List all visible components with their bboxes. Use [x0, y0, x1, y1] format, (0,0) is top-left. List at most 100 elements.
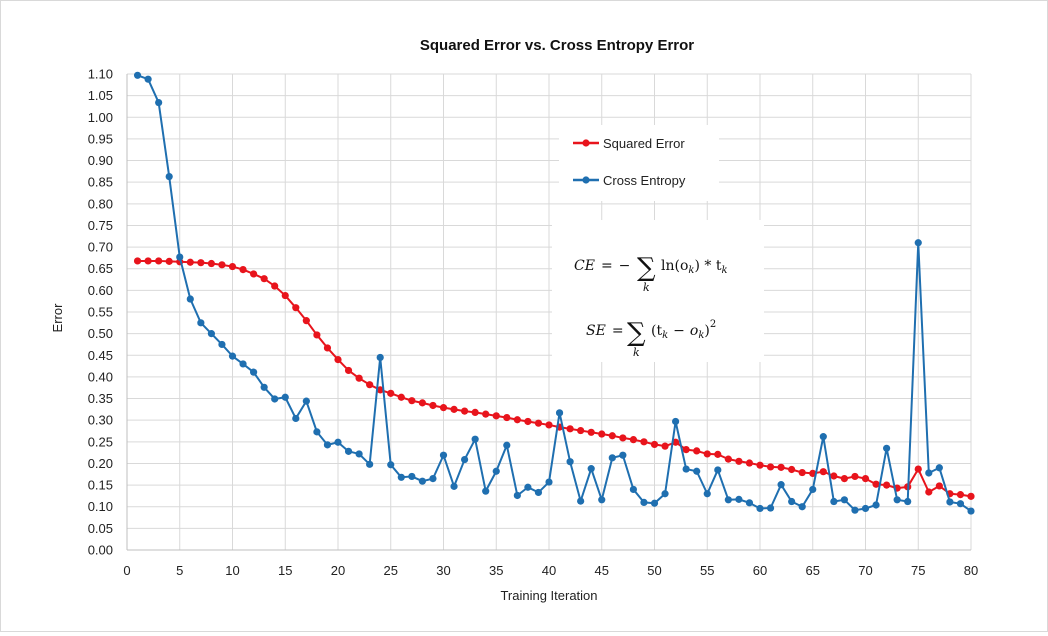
data-point-cross-entropy: [429, 475, 437, 483]
data-point-squared-error: [292, 304, 300, 312]
x-tick-label: 5: [176, 563, 183, 578]
data-point-cross-entropy: [239, 360, 247, 368]
legend-item-squared-error: Squared Error: [573, 136, 685, 151]
y-tick-label: 0.30: [88, 413, 113, 428]
data-point-cross-entropy: [672, 417, 680, 426]
x-tick-label: 10: [225, 563, 239, 578]
data-point-squared-error: [872, 480, 880, 488]
svg-text:SE=: SE =: [586, 323, 624, 339]
data-point-squared-error: [344, 366, 353, 375]
y-tick-label: 0.85: [88, 175, 113, 190]
data-point-squared-error: [271, 282, 279, 290]
data-point-squared-error: [165, 257, 173, 265]
data-point-cross-entropy: [271, 395, 279, 403]
data-point-squared-error: [155, 257, 163, 265]
data-point-cross-entropy: [577, 497, 585, 505]
y-tick-label: 1.00: [88, 110, 113, 125]
x-tick-label: 45: [595, 563, 609, 578]
x-tick-labels: 0 5 10 15 20 25 30 35 40 45 50 55 60 65 70 75 80: [123, 563, 978, 578]
data-point-squared-error: [650, 440, 659, 449]
data-point-squared-error: [387, 389, 395, 397]
data-point-squared-error: [313, 331, 321, 339]
data-point-squared-error: [756, 461, 764, 469]
data-point-cross-entropy: [186, 295, 194, 303]
x-tick-label: 50: [647, 563, 661, 578]
y-tick-label: 0.40: [88, 369, 113, 384]
data-point-cross-entropy: [925, 469, 933, 477]
data-point-squared-error: [851, 472, 859, 481]
data-point-cross-entropy: [682, 465, 690, 473]
data-point-cross-entropy: [830, 497, 838, 506]
data-point-cross-entropy: [650, 499, 659, 507]
data-point-cross-entropy: [724, 496, 732, 504]
y-tick-label: 0.60: [88, 283, 113, 298]
y-tick-label: 0.50: [88, 326, 113, 341]
data-point-cross-entropy: [756, 504, 764, 513]
x-tick-label: 0: [123, 563, 130, 578]
data-point-squared-error: [207, 259, 215, 268]
y-tick-label: 0.05: [88, 521, 113, 536]
legend-item-cross-entropy: Cross Entropy: [573, 173, 686, 188]
x-tick-label: 25: [384, 563, 398, 578]
data-point-squared-error: [766, 463, 775, 471]
data-point-squared-error: [577, 426, 585, 435]
y-axis-title: Error: [50, 303, 65, 333]
data-point-squared-error: [798, 468, 806, 477]
x-tick-label: 55: [700, 563, 714, 578]
data-point-cross-entropy: [745, 499, 754, 507]
data-point-cross-entropy: [207, 330, 215, 338]
data-point-squared-error: [935, 482, 943, 490]
y-tick-label: 0.15: [88, 478, 113, 493]
data-point-squared-error: [693, 447, 701, 455]
y-tick-label: 1.10: [88, 67, 113, 82]
x-tick-label: 15: [278, 563, 292, 578]
se-formula: SE = ∑ k (tk − ok)2: [586, 318, 716, 359]
data-point-cross-entropy: [524, 483, 532, 491]
data-point-cross-entropy: [693, 467, 701, 475]
x-tick-label: 40: [542, 563, 556, 578]
data-point-cross-entropy: [471, 435, 479, 443]
x-tick-label: 65: [806, 563, 820, 578]
data-point-cross-entropy: [935, 464, 943, 472]
data-point-squared-error: [239, 265, 247, 274]
data-point-squared-error: [197, 259, 205, 267]
data-point-cross-entropy: [355, 450, 363, 458]
data-point-cross-entropy: [439, 451, 448, 459]
data-point-cross-entropy: [323, 441, 332, 449]
y-tick-label: 1.05: [88, 88, 113, 103]
data-point-cross-entropy: [967, 507, 975, 515]
data-point-cross-entropy: [397, 473, 405, 481]
data-point-cross-entropy: [133, 71, 142, 79]
y-tick-label: 0.45: [88, 348, 113, 363]
data-point-squared-error: [883, 481, 891, 489]
x-tick-label: 75: [911, 563, 925, 578]
data-point-cross-entropy: [851, 506, 859, 514]
data-point-squared-error: [545, 421, 553, 429]
data-point-cross-entropy: [482, 487, 490, 495]
data-point-squared-error: [703, 450, 711, 458]
data-point-squared-error: [524, 417, 532, 426]
data-point-cross-entropy: [534, 488, 543, 497]
data-point-cross-entropy: [313, 428, 321, 436]
data-point-cross-entropy: [883, 444, 891, 452]
data-point-cross-entropy: [777, 481, 785, 489]
chart-title: Squared Error vs. Cross Entropy Error: [420, 37, 694, 54]
data-point-cross-entropy: [608, 454, 616, 462]
data-point-cross-entropy: [946, 498, 954, 506]
data-point-squared-error: [861, 475, 870, 483]
ce-formula: CE = − ∑ k ln(ok) * tk: [574, 253, 728, 294]
data-point-cross-entropy: [503, 441, 511, 449]
x-tick-label: 70: [858, 563, 872, 578]
data-point-cross-entropy: [735, 495, 743, 503]
y-tick-label: 0.10: [88, 499, 113, 514]
data-point-squared-error: [355, 374, 363, 382]
data-point-squared-error: [334, 356, 342, 364]
data-point-squared-error: [640, 438, 648, 446]
data-point-squared-error: [830, 472, 838, 480]
data-point-cross-entropy: [840, 496, 849, 504]
data-point-squared-error: [323, 344, 332, 352]
svg-text:∑: ∑: [627, 318, 646, 348]
data-point-squared-error: [281, 291, 289, 300]
data-point-cross-entropy: [165, 172, 173, 181]
